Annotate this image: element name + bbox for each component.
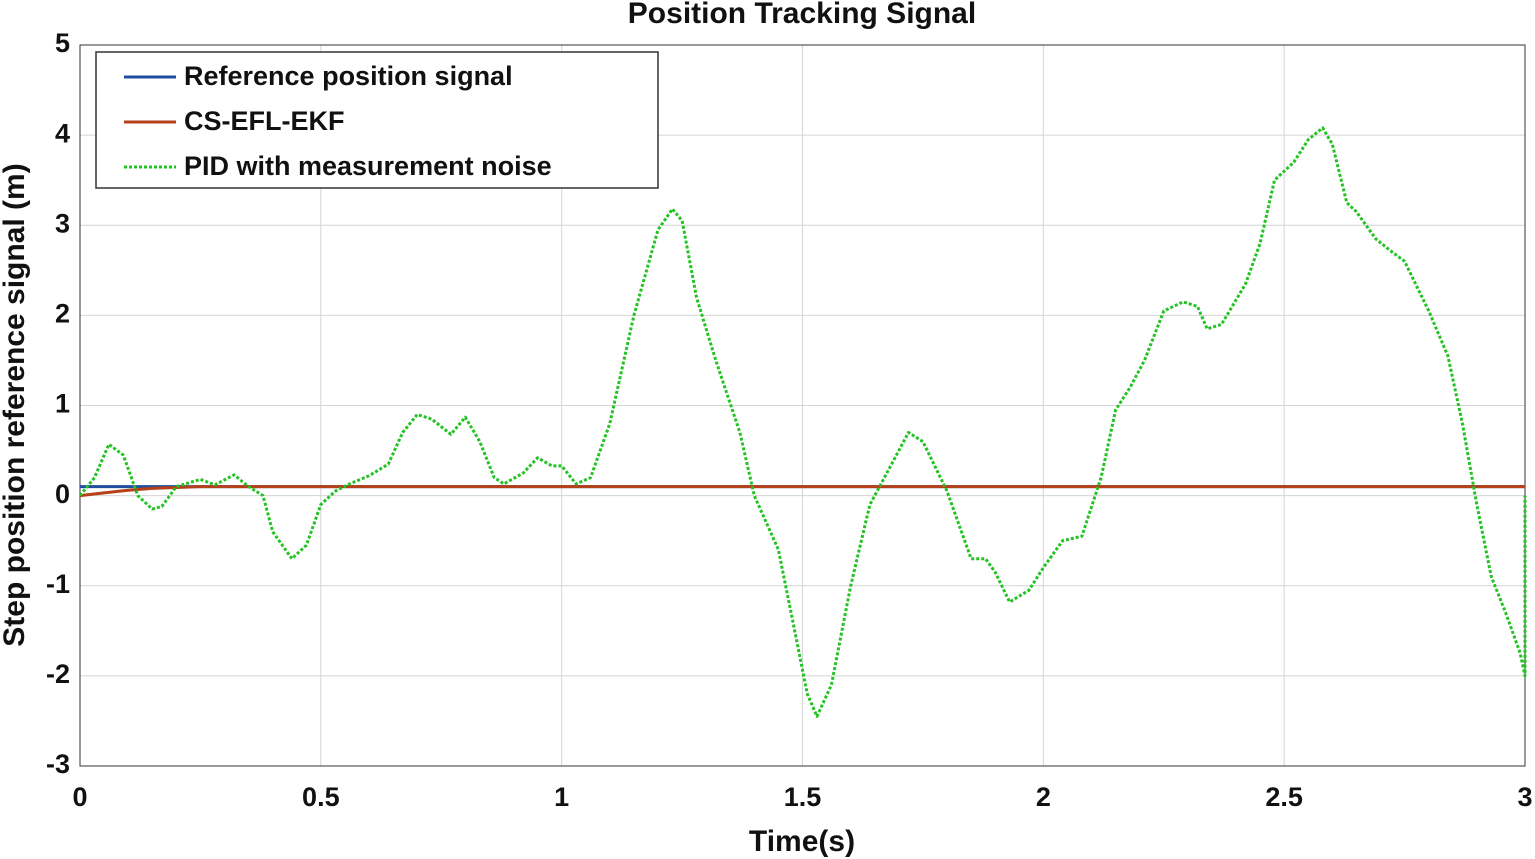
y-tick-label: 4 [55,118,70,148]
y-tick-label: -1 [46,569,70,599]
chart-title: Position Tracking Signal [628,0,976,30]
y-tick-label: -2 [46,659,70,689]
legend-label: CS-EFL-EKF [184,106,344,136]
y-axis-label: Step position reference signal (m) [0,163,31,646]
legend-label: PID with measurement noise [184,151,552,181]
line [78,126,1527,718]
x-tick-label: 2 [1036,782,1051,812]
y-tick-label: -3 [46,749,70,779]
y-tick-label: 2 [55,299,70,329]
legend-box [95,51,659,189]
x-tick-label: 1.5 [784,782,822,812]
y-tick-label: 5 [55,28,70,58]
legend-label: Reference position signal [184,61,513,91]
x-tick-label: 1 [554,782,569,812]
legend: Reference position signal CS-EFL-EKF PID w… [95,51,659,189]
x-tick-label: 3 [1517,782,1532,812]
y-tick-label: 3 [55,208,70,238]
x-axis-label: Time(s) [749,825,855,858]
x-tick-label: 0.5 [302,782,340,812]
axes-box [79,44,1526,767]
line [79,485,1525,498]
y-tick-label: 1 [55,389,70,419]
x-tick-label: 0 [72,782,87,812]
x-tick-label: 2.5 [1265,782,1303,812]
y-tick-label: 0 [55,479,70,509]
